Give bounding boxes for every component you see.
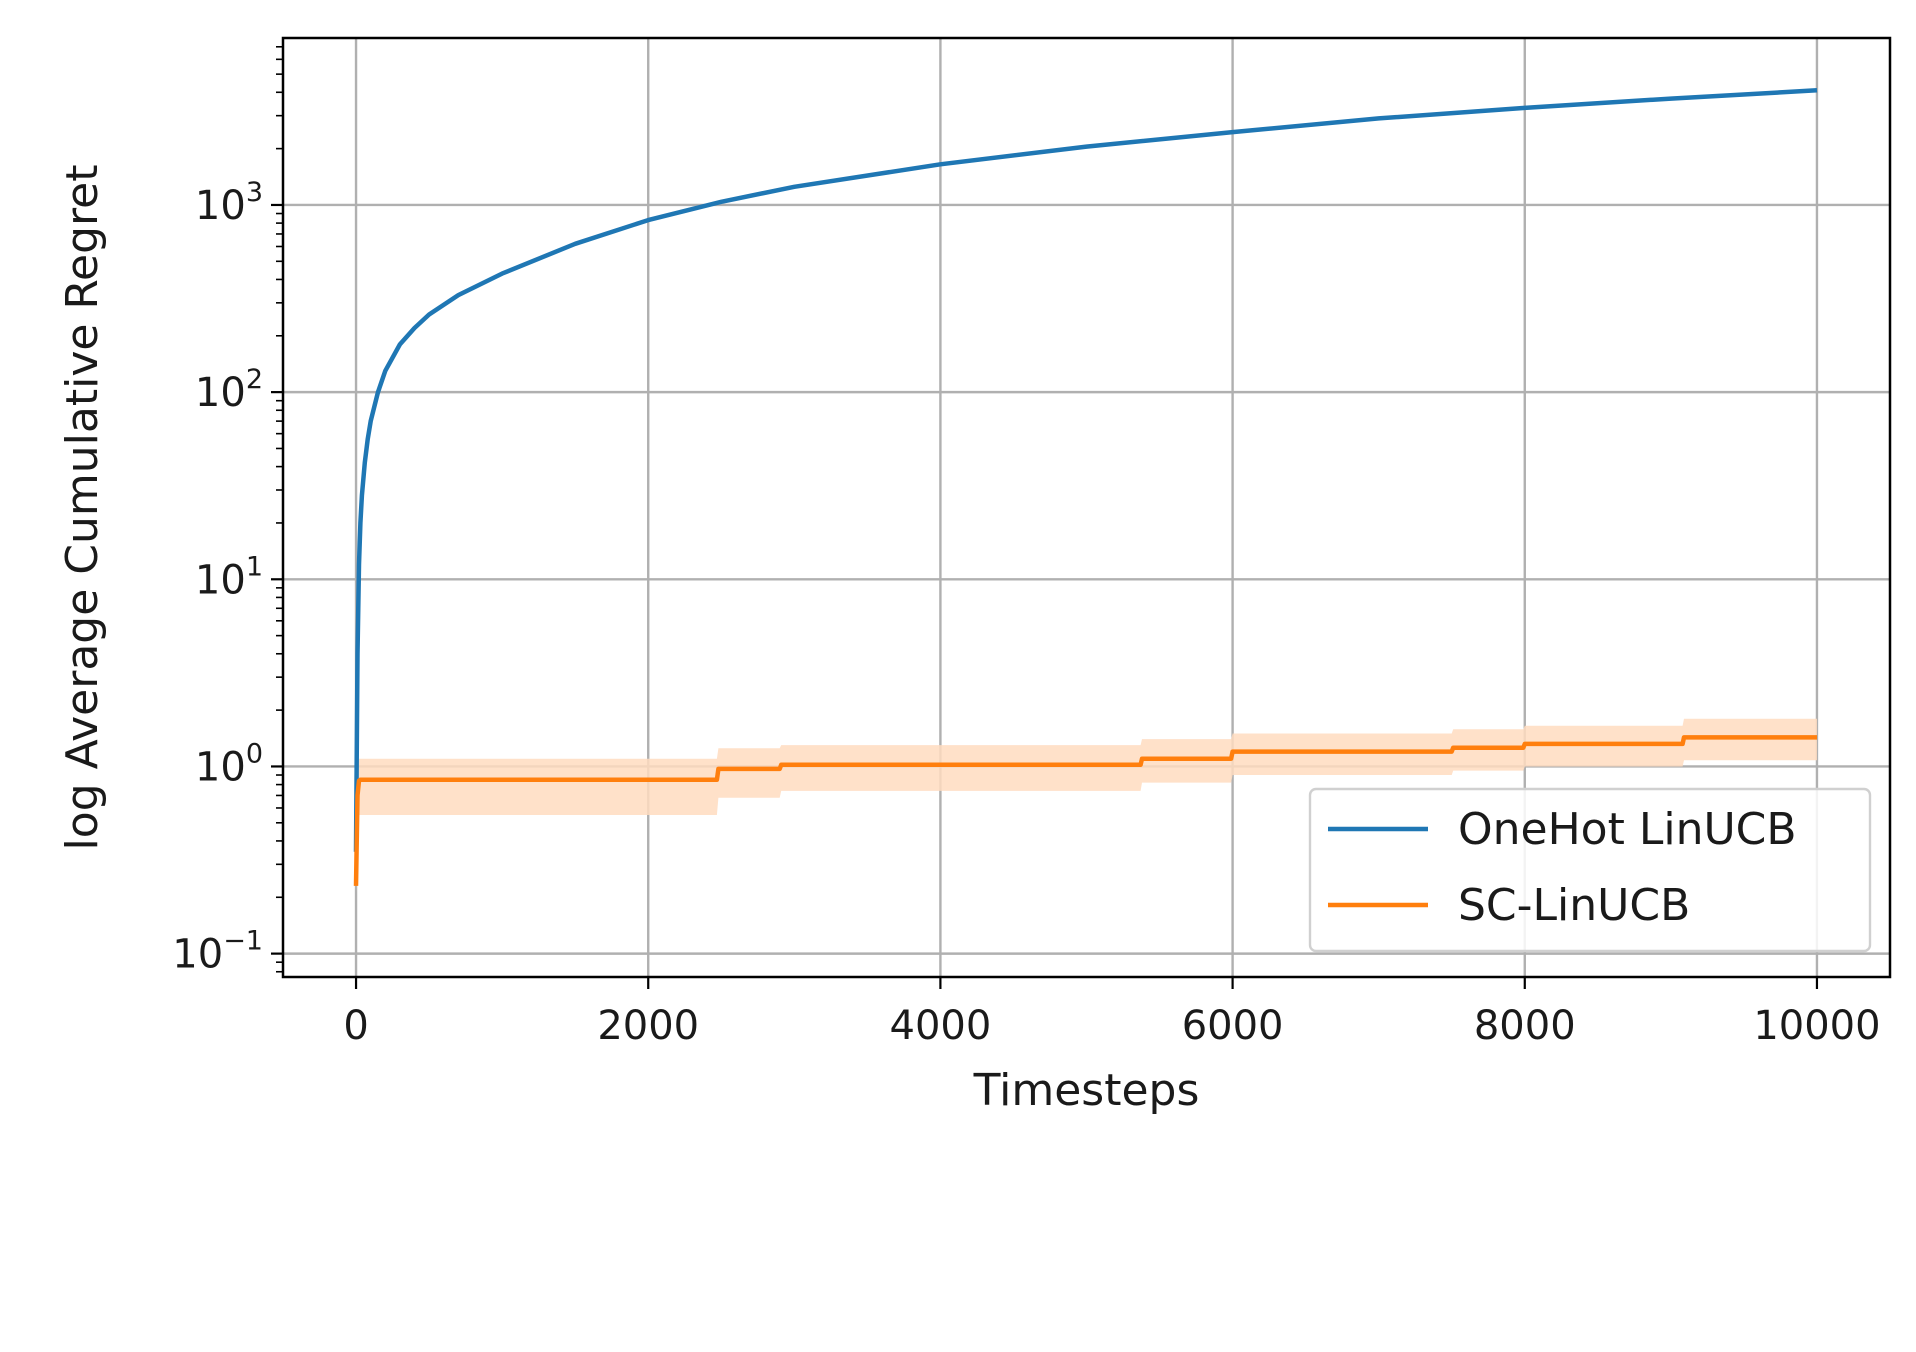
legend: OneHot LinUCB SC-LinUCB — [1308, 787, 1872, 953]
y-axis: 10−1 100 101 102 103 — [172, 45, 283, 978]
x-axis-label: Timesteps — [973, 1065, 1200, 1116]
x-tick-label: 8000 — [1474, 1003, 1576, 1049]
y-tick-label: 103 — [195, 177, 263, 229]
y-axis-label: log Average Cumulative Regret — [57, 165, 108, 851]
x-tick-label: 0 — [343, 1003, 368, 1049]
x-tick-label: 6000 — [1182, 1003, 1284, 1049]
series-line-1 — [353, 735, 1817, 886]
x-axis: 0 2000 4000 6000 8000 10000 — [343, 977, 1881, 1049]
y-tick-label: 101 — [195, 551, 263, 603]
legend-label: SC-LinUCB — [1458, 880, 1690, 931]
x-tick-label: 4000 — [890, 1003, 992, 1049]
series-line-0 — [353, 88, 1818, 852]
grid — [283, 38, 1890, 977]
axes-frame — [281, 36, 1892, 979]
y-tick-label: 10−1 — [172, 926, 263, 978]
x-tick-label: 10000 — [1753, 1003, 1880, 1049]
confidence-bands — [356, 718, 1817, 894]
series-lines — [353, 88, 1818, 886]
legend-label: OneHot LinUCB — [1458, 804, 1797, 855]
series-band-1 — [356, 718, 1817, 894]
x-tick-label: 2000 — [597, 1003, 699, 1049]
y-tick-label: 102 — [195, 364, 263, 416]
y-tick-label: 100 — [195, 738, 263, 790]
legend-box — [1308, 787, 1872, 953]
